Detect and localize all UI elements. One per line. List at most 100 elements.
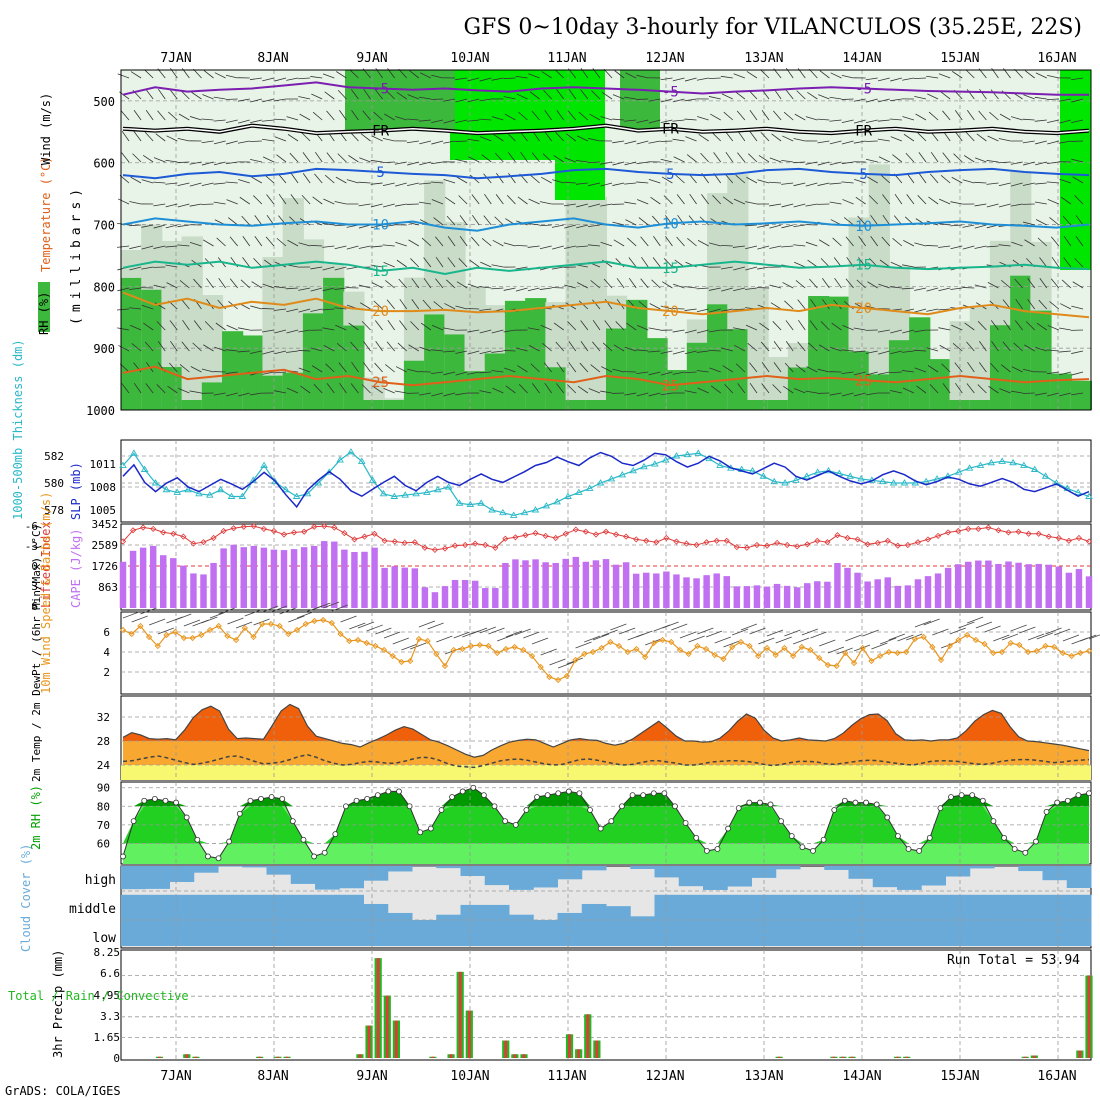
wind-barb [141,304,154,310]
wind-barb [409,70,420,79]
wind-barb [204,321,214,331]
wind-barb [395,182,407,187]
rh2m-point [650,790,657,797]
wind-barb [974,284,987,289]
wind-barb [1071,371,1084,376]
thickness-point [206,491,214,498]
cloud-high-cell [460,866,486,877]
li-tick-label: 6 [31,600,38,613]
rh-band-green [868,374,890,410]
lifted-index-point [572,526,579,533]
thickness-point [260,461,268,468]
wind-barb [169,320,178,331]
dewpoint-line [122,754,1090,769]
thickness-point [412,489,420,497]
wind-barb [688,215,697,226]
wind-barb [950,245,963,250]
rh2m-point [534,794,540,800]
wind-barb [479,308,492,311]
wind-barb [564,284,576,289]
wind-barb [225,119,238,123]
wind-barb [914,329,927,333]
wind-barb [213,161,226,166]
wind10m-point [972,636,980,644]
wind-barb [1015,298,1023,310]
wind-barb [552,179,564,184]
temp2m-tick-label: 32 [97,711,110,724]
wind-barb [661,176,673,184]
wind-barb [709,367,721,373]
wind10m-barb [888,633,905,641]
thickness-point [119,461,127,468]
wind-barb [189,116,202,121]
lifted-index-point [884,537,891,544]
wind-barb [854,178,866,184]
wind-barb [166,282,178,289]
lifted-index-point [633,536,640,543]
wind-barb [918,173,927,184]
wind-barb [254,215,263,226]
rh2m-point [194,836,201,843]
wind-barb [431,371,444,374]
wind-barb [951,324,963,331]
wind-barb [528,198,540,205]
wind-barb [553,155,564,163]
rh2m-point [703,847,710,854]
wind-barb [600,116,613,121]
wind-barb [225,349,238,352]
wind-barb [471,194,480,205]
wind-barb [612,221,625,226]
rh-band-green [525,298,547,410]
wind-barb [157,341,166,352]
wind-barb [1036,322,1048,331]
rh2m-point [587,807,593,813]
wind-barb [423,257,432,268]
wind10m-barb [1019,626,1036,634]
wind-barb [326,152,335,163]
cloud-low-cell [606,920,631,946]
cloud-low-cell [557,920,583,946]
thickness-point [477,499,485,506]
wind-barb [881,236,891,247]
wind-barb [479,286,492,289]
wind-barb [877,138,890,142]
wind-barb [902,264,915,268]
cape-tick-label: 863 [98,581,118,594]
rh2m-point [661,790,668,797]
wind10m-point [920,633,927,641]
precip-ticks: 01.653.34.956.68.25 [94,946,121,1065]
wind-barb [337,89,347,100]
wind-barb [556,383,565,394]
precip-convective-bar [905,1056,909,1058]
cape-bar [753,585,761,608]
rh2m-point [173,799,179,806]
wind-barb [889,286,902,289]
rh2m-point [1001,834,1007,841]
pressure-tick-label: 1000 [86,404,115,418]
wind10m-barb [732,628,749,636]
isotherm-label: 15 [855,258,872,274]
lifted-index-point [361,533,368,540]
lifted-index-point [1055,534,1062,542]
rh-band-green [504,300,527,410]
wind-barb [516,93,528,100]
rh-band-green [464,371,486,410]
wind-barb [867,281,878,289]
wind-barb [636,98,649,100]
cape-bar [783,585,791,608]
thickness-point [987,458,996,466]
cloud-mid-cell [193,894,219,920]
date-label-bottom: 7JAN [160,1069,191,1084]
ylabel-precip: 3hr Precip (mm) [51,950,65,1058]
wind-barb [323,345,335,352]
wind10m-barb [235,621,253,629]
wind-barb [556,110,565,121]
wind10m-point [546,673,553,681]
rh2m-point [343,803,349,810]
cloud-low-cell [921,920,946,946]
cloud-mid-cell [1042,894,1068,920]
date-label-bottom: 14JAN [842,1069,881,1084]
cape-bar [280,550,288,608]
precip-tick-label: 8.25 [94,946,121,959]
